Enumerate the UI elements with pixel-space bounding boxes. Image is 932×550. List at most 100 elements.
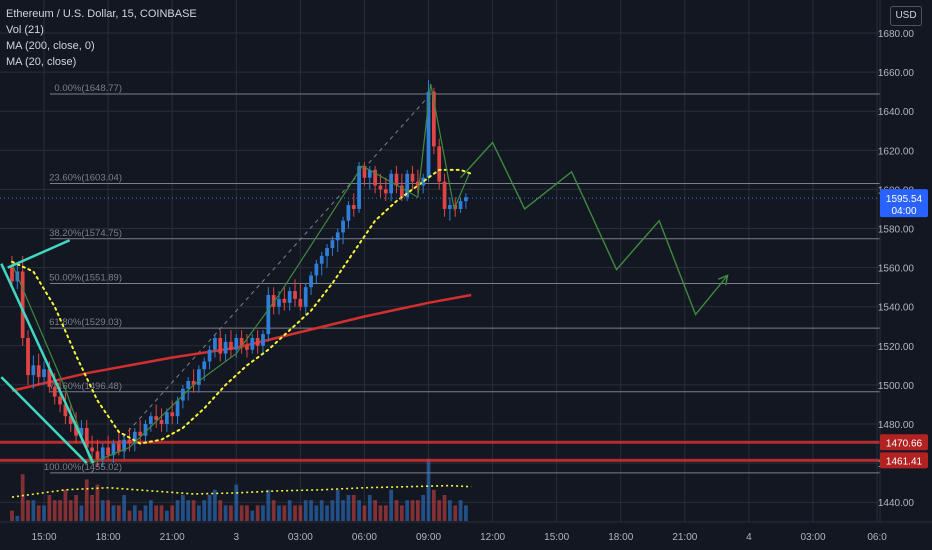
candle-body bbox=[197, 369, 201, 385]
legend-ma200[interactable]: MA (200, close, 0) bbox=[6, 40, 95, 52]
candle-body bbox=[266, 294, 271, 335]
time-tick-label: 06:0 bbox=[867, 532, 887, 543]
volume-bar bbox=[218, 500, 223, 521]
candle-body bbox=[399, 185, 404, 198]
ma20-line bbox=[11, 168, 473, 445]
volume-bar bbox=[255, 505, 260, 521]
volume-bar bbox=[79, 505, 84, 521]
volume-bar bbox=[143, 505, 148, 521]
candle-body bbox=[282, 298, 287, 303]
candle-body bbox=[415, 181, 420, 186]
volume-bar bbox=[154, 505, 159, 521]
volume-bar bbox=[458, 500, 463, 521]
candle-body bbox=[127, 439, 132, 444]
volume-bar bbox=[122, 495, 127, 521]
time-tick-label: 09:00 bbox=[416, 532, 441, 543]
volume-bar bbox=[351, 495, 356, 521]
volume-bar bbox=[325, 505, 329, 521]
price-tick-label: 1500.00 bbox=[878, 381, 915, 392]
candle-body bbox=[20, 271, 25, 338]
volume-bar bbox=[319, 500, 324, 521]
candle-body bbox=[309, 275, 313, 288]
volume-bar bbox=[164, 510, 169, 521]
volume-bar bbox=[405, 500, 410, 521]
volume-bar bbox=[330, 500, 335, 521]
candle-body bbox=[458, 201, 463, 209]
candle-body bbox=[271, 294, 276, 307]
legend-symbol[interactable]: Ethereum / U.S. Dollar, 15, COINBASE bbox=[6, 8, 197, 20]
volume-bar bbox=[245, 505, 249, 521]
price-tick-label: 1620.00 bbox=[878, 146, 915, 157]
currency-button[interactable]: USD bbox=[890, 6, 922, 26]
volume-bar bbox=[106, 500, 110, 521]
candle-body bbox=[213, 337, 217, 350]
volume-bar bbox=[63, 489, 68, 521]
volume-bar bbox=[132, 505, 137, 521]
volume-bar bbox=[10, 510, 14, 521]
candle-body bbox=[31, 365, 36, 376]
volume-bar bbox=[191, 500, 196, 521]
volume-bar bbox=[426, 458, 431, 521]
price-tick-label: 1660.00 bbox=[878, 68, 915, 79]
volume-bar bbox=[20, 474, 25, 521]
volume-bar bbox=[207, 495, 212, 521]
volume-bar bbox=[261, 505, 265, 521]
fib-level-label: 0.00%(1648.77) bbox=[54, 83, 122, 94]
candle-body bbox=[410, 173, 415, 182]
candle-body bbox=[383, 189, 388, 194]
horizontal-levels bbox=[0, 440, 880, 462]
candle-body bbox=[202, 361, 207, 370]
candle-body bbox=[170, 412, 175, 417]
candle-body bbox=[346, 205, 351, 221]
candle-body bbox=[143, 424, 148, 436]
candle-body bbox=[116, 443, 121, 452]
volume-bar bbox=[442, 495, 447, 521]
candle-body bbox=[148, 416, 153, 424]
volume-bar bbox=[223, 505, 228, 521]
candle-body bbox=[325, 248, 329, 256]
volume-bar bbox=[52, 500, 57, 521]
volume-bar bbox=[303, 500, 308, 521]
candle-body bbox=[351, 205, 356, 209]
volume-bar bbox=[181, 495, 185, 521]
volume-bar bbox=[357, 500, 361, 521]
candle-body bbox=[389, 173, 394, 194]
volume-bar bbox=[159, 505, 164, 521]
volume-bar bbox=[271, 500, 276, 521]
candle-body bbox=[405, 173, 410, 198]
candle-body bbox=[10, 267, 14, 282]
volume-bar bbox=[239, 505, 244, 521]
candle-body bbox=[58, 396, 62, 405]
volume-bar bbox=[229, 505, 233, 521]
support-level-line bbox=[0, 440, 880, 444]
time-tick-label: 06:00 bbox=[352, 532, 377, 543]
volume-bar bbox=[341, 500, 345, 521]
volume-bar bbox=[127, 510, 132, 521]
volume-bar bbox=[367, 495, 372, 521]
candle-body bbox=[68, 416, 73, 424]
candle-body bbox=[448, 205, 452, 209]
volume-bar bbox=[250, 510, 255, 521]
candle-body bbox=[218, 337, 223, 354]
volume-bar bbox=[58, 500, 62, 521]
volume-bar bbox=[287, 500, 292, 521]
level-price-badge-label: 1461.41 bbox=[886, 456, 923, 467]
volume-bar bbox=[116, 505, 121, 521]
volume-bar bbox=[437, 500, 442, 521]
candle-body bbox=[84, 427, 89, 448]
candle-body bbox=[357, 165, 361, 209]
volume-bar bbox=[266, 489, 271, 521]
candle-body bbox=[464, 197, 468, 202]
candle-body bbox=[229, 341, 233, 350]
legend-volume[interactable]: Vol (21) bbox=[6, 24, 44, 36]
candle-body bbox=[52, 386, 57, 397]
price-tick-label: 1540.00 bbox=[878, 303, 915, 314]
volume-bar bbox=[111, 505, 116, 521]
legend-ma20[interactable]: MA (20, close) bbox=[6, 56, 77, 68]
candle-body bbox=[100, 447, 105, 460]
time-axis[interactable]: 15:00 18:00 21:00 3 03:00 06:00 09:00 12:00 15:0… bbox=[32, 532, 888, 543]
volume-bar bbox=[277, 505, 281, 521]
candle-body bbox=[154, 416, 159, 421]
candle-body bbox=[74, 424, 78, 436]
